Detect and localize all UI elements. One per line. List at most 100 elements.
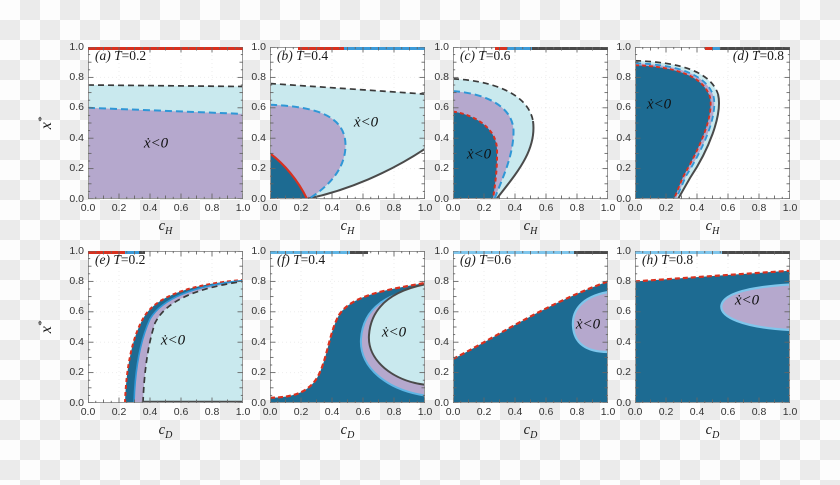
y-tick-label: 0.4: [251, 335, 266, 348]
x-tick-label: 0.2: [111, 202, 127, 214]
top-boundary-segment: [532, 47, 608, 50]
panel-index-label: (b): [277, 48, 293, 63]
x-tick-label: 0.6: [538, 202, 554, 214]
x-axis-label: cD: [693, 422, 733, 441]
region-purple: [720, 283, 790, 332]
panel-index-label: (g): [460, 252, 476, 267]
x-tick-label: 0.6: [538, 406, 554, 418]
y-axis-label-sup: *: [35, 116, 48, 123]
top-boundary-segment: [720, 47, 790, 50]
y-tick-label: 0.2: [69, 366, 84, 379]
x-axis-label-base: c: [705, 422, 713, 438]
region-teal: [270, 153, 307, 199]
xdot-negative-annotation: ẋ<0: [353, 114, 379, 131]
x-axis-label-base: c: [340, 422, 348, 438]
x-tick-label: 1.0: [417, 202, 433, 214]
plot-area: (h) T=0.8 ẋ<0: [635, 251, 790, 403]
y-tick-label: 0.2: [434, 162, 449, 175]
x-tick-label: 0.4: [142, 406, 158, 418]
xdot-negative-annotation: ẋ<0: [646, 96, 672, 113]
panel-title: (d) T=0.8: [733, 48, 784, 64]
x-tick-label: 0.2: [658, 406, 674, 418]
x-tick-label: 0.8: [569, 202, 585, 214]
phase-diagram-panel: (d) T=0.8 ẋ<0 cH: [635, 47, 790, 237]
y-tick-label: 0.4: [69, 131, 84, 144]
x-axis-label-subscript: D: [165, 429, 173, 441]
x-tick-label: 1.0: [417, 406, 433, 418]
curve-blue-dashed: [453, 90, 515, 199]
panel-title: (b) T=0.4: [277, 48, 328, 64]
y-tick-label: 0.0: [251, 396, 266, 409]
panel-title-value: =0.8: [759, 48, 785, 63]
region-teal: [453, 281, 608, 403]
phase-diagram-panel: (f) T=0.4 ẋ<0 cD: [270, 251, 425, 441]
x-axis-label-base: c: [705, 218, 713, 234]
x-axis-label-base: c: [340, 218, 348, 234]
x-axis-label: cD: [328, 422, 368, 441]
y-tick-label: 0.6: [616, 101, 631, 114]
xdot-negative-annotation: ẋ<0: [734, 292, 760, 309]
x-tick-label: 0.0: [627, 202, 643, 214]
y-tick-label: 0.2: [251, 162, 266, 175]
region-purple: [571, 290, 608, 354]
panel-plot-svg: [635, 47, 790, 199]
curve-red-solid: [270, 152, 308, 199]
y-tick-label: 0.0: [616, 192, 631, 205]
x-tick-label: 0.0: [262, 406, 278, 418]
panel-index-label: (f): [277, 252, 290, 267]
curve-black-dashed: [635, 59, 719, 95]
y-tick-label: 0.4: [434, 335, 449, 348]
y-tick-label: 1.0: [69, 40, 84, 53]
x-tick-label: 0.8: [386, 406, 402, 418]
top-boundary-segment: [495, 47, 507, 50]
top-boundary-segment: [712, 47, 720, 50]
x-tick-label: 0.2: [293, 202, 309, 214]
x-tick-label: 0.4: [689, 406, 705, 418]
y-tick-label: 0.6: [69, 101, 84, 114]
panel-index-label: (e): [95, 252, 110, 267]
xdot-negative-annotation: ẋ<0: [143, 135, 169, 152]
x-tick-label: 0.0: [262, 202, 278, 214]
y-tick-label: 0.8: [434, 70, 449, 83]
y-axis-label-sup: *: [35, 320, 48, 327]
xdot-negative-annotation: ẋ<0: [160, 332, 186, 349]
x-tick-label: 1.0: [235, 406, 251, 418]
x-tick-label: 0.6: [355, 406, 371, 418]
y-tick-label: 0.6: [251, 101, 266, 114]
region-cyan: [367, 283, 425, 386]
plot-area: (a) T=0.2 ẋ<0: [88, 47, 243, 199]
x-tick-label: 0.0: [445, 406, 461, 418]
y-tick-label: 0.6: [434, 101, 449, 114]
plot-area: (d) T=0.8 ẋ<0: [635, 47, 790, 199]
plot-area: (e) T=0.2 ẋ<0: [88, 251, 243, 403]
panel-title-value: =0.2: [121, 48, 147, 63]
region-purple: [88, 107, 243, 199]
x-tick-label: 0.0: [627, 406, 643, 418]
x-tick-label: 0.4: [507, 202, 523, 214]
panel-index-label: (c): [460, 48, 475, 63]
y-tick-label: 1.0: [251, 244, 266, 257]
top-boundary-segment: [88, 251, 125, 254]
x-tick-label: 0.2: [293, 406, 309, 418]
y-axis-label-text: x: [38, 326, 56, 334]
x-axis-label-subscript: D: [712, 429, 720, 441]
x-tick-label: 1.0: [235, 202, 251, 214]
x-tick-label: 0.6: [355, 202, 371, 214]
curve-gray-solid: [306, 147, 425, 199]
x-tick-label: 1.0: [782, 202, 798, 214]
x-axis-label-base: c: [523, 218, 531, 234]
x-axis-label-base: c: [523, 422, 531, 438]
panel-title-variable: T: [114, 48, 122, 63]
panel-title-variable: T: [293, 252, 301, 267]
y-tick-label: 0.8: [251, 274, 266, 287]
y-tick-label: 1.0: [251, 40, 266, 53]
y-tick-label: 0.0: [69, 396, 84, 409]
y-tick-label: 0.4: [69, 335, 84, 348]
curve-red-dashed: [635, 64, 712, 199]
y-tick-label: 0.0: [251, 192, 266, 205]
y-tick-label: 0.4: [616, 335, 631, 348]
panel-title-variable: T: [479, 252, 487, 267]
y-tick-label: 0.0: [616, 396, 631, 409]
y-tick-label: 0.6: [251, 305, 266, 318]
y-tick-label: 0.0: [69, 192, 84, 205]
